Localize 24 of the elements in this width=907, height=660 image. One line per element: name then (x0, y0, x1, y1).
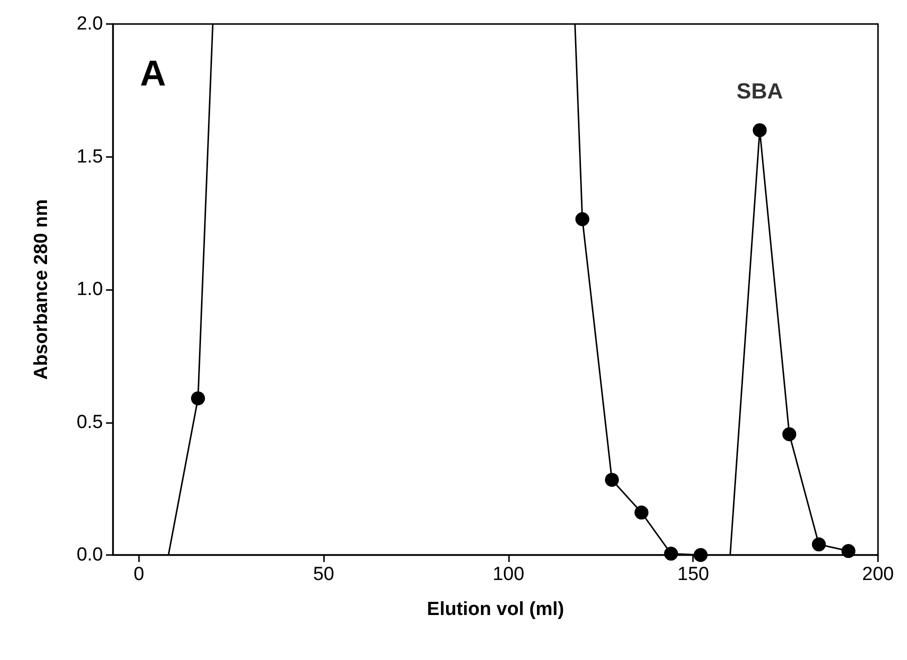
point (634, 506, 648, 520)
annotation: SBA (736, 78, 784, 104)
point (841, 544, 856, 558)
x-tick-label: 200 (862, 564, 894, 585)
x-tick-label: 50 (313, 564, 334, 585)
x-tick-label: 0 (134, 564, 144, 585)
x-axis-title: Elution vol (ml) (426, 599, 564, 620)
y-axis-title: Absorbance 280 nm (31, 199, 52, 380)
y-tick-label: 2.0 (76, 14, 103, 34)
point (782, 427, 796, 442)
y-tick-label: 1.5 (76, 146, 103, 168)
point (752, 123, 767, 138)
point (191, 391, 205, 406)
point (604, 472, 619, 487)
point (694, 548, 708, 562)
annotation: A (140, 52, 166, 94)
y-tick-label: 1.0 (76, 279, 103, 300)
x-tick-label: 100 (492, 564, 524, 585)
y-tick-label: 0.0 (76, 544, 103, 566)
point (812, 537, 826, 552)
x-tick-label: 150 (677, 564, 710, 585)
y-tick-label: 0.5 (76, 412, 103, 433)
point (575, 212, 590, 226)
point (664, 546, 678, 561)
